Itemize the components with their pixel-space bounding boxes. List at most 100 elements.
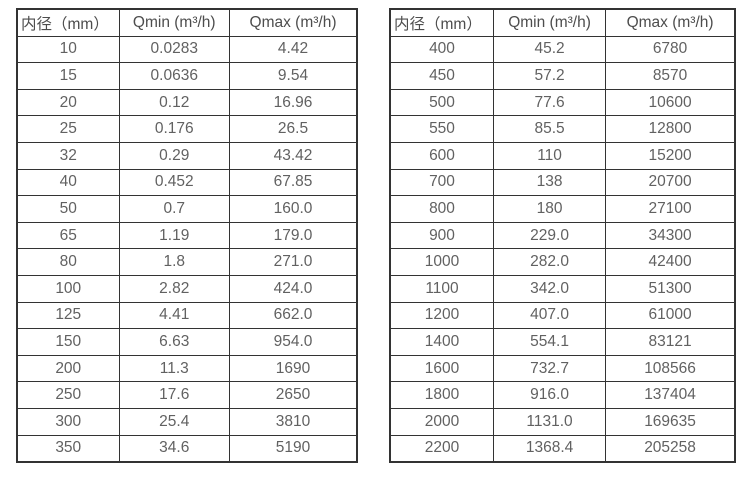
table-cell: 500: [389, 88, 494, 117]
table-cell: 5190: [229, 434, 358, 463]
table-cell: 160.0: [229, 195, 358, 223]
table-row: 20 0.12 16.96: [16, 88, 358, 117]
table-cell: 0.7: [118, 195, 230, 223]
table-cell: 8570: [605, 62, 736, 90]
table-row: 2000 1131.0 169635: [389, 407, 736, 436]
table-cell: 137404: [605, 381, 736, 409]
table-cell: 20700: [605, 168, 736, 197]
table-cell: 282.0: [492, 248, 607, 276]
header-row: 内径（mm） Qmin (m³/h) Qmax (m³/h): [389, 8, 736, 37]
table-cell: 11.3: [118, 354, 230, 383]
table-row: 80 1.8 271.0: [16, 248, 358, 276]
table-cell: 4.42: [229, 35, 358, 64]
table-cell: 900: [389, 221, 494, 250]
table-cell: 229.0: [492, 221, 607, 250]
table-cell: 77.6: [492, 88, 607, 117]
table-cell: 45.2: [492, 35, 607, 64]
table-cell: 80: [16, 248, 120, 276]
table-cell: 3810: [229, 407, 358, 436]
table-cell: 108566: [605, 354, 736, 383]
table-row: 900 229.0 34300: [389, 221, 736, 250]
table-cell: 51300: [605, 274, 736, 303]
table-cell: 1000: [389, 248, 494, 276]
column-header: Qmax (m³/h): [229, 8, 358, 37]
table-row: 50 0.7 160.0: [16, 195, 358, 223]
table-cell: 4.41: [118, 301, 230, 330]
table-row: 250 17.6 2650: [16, 381, 358, 409]
table-cell: 25.4: [118, 407, 230, 436]
table-cell: 15: [16, 62, 120, 90]
table-cell: 732.7: [492, 354, 607, 383]
tables-container: 内径（mm） Qmin (m³/h) Qmax (m³/h) 10 0.0283 4.4…: [16, 8, 750, 464]
table-cell: 1690: [229, 354, 358, 383]
table-cell: 150: [16, 328, 120, 356]
table-row: 550 85.5 12800: [389, 115, 736, 143]
table-cell: 65: [16, 221, 120, 250]
table-cell: 61000: [605, 301, 736, 330]
table-cell: 83121: [605, 328, 736, 356]
table-cell: 450: [389, 62, 494, 90]
table-cell: 0.176: [118, 115, 230, 143]
table-cell: 26.5: [229, 115, 358, 143]
table-cell: 1400: [389, 328, 494, 356]
table-cell: 2200: [389, 434, 494, 463]
table-cell: 1600: [389, 354, 494, 383]
table-row: 32 0.29 43.42: [16, 141, 358, 170]
table-cell: 0.29: [118, 141, 230, 170]
table-cell: 34.6: [118, 434, 230, 463]
table-row: 500 77.6 10600: [389, 88, 736, 117]
table-cell: 916.0: [492, 381, 607, 409]
table-cell: 169635: [605, 407, 736, 436]
table-cell: 180: [492, 195, 607, 223]
table-row: 25 0.176 26.5: [16, 115, 358, 143]
table-cell: 271.0: [229, 248, 358, 276]
table-cell: 205258: [605, 434, 736, 463]
table-row: 600 110 15200: [389, 141, 736, 170]
table-cell: 6.63: [118, 328, 230, 356]
table-cell: 342.0: [492, 274, 607, 303]
table-row: 1800 916.0 137404: [389, 381, 736, 409]
table-row: 65 1.19 179.0: [16, 221, 358, 250]
table-cell: 2.82: [118, 274, 230, 303]
table-cell: 1200: [389, 301, 494, 330]
table-cell: 0.0283: [118, 35, 230, 64]
table-row: 1600 732.7 108566: [389, 354, 736, 383]
table-cell: 27100: [605, 195, 736, 223]
table-cell: 550: [389, 115, 494, 143]
table-cell: 662.0: [229, 301, 358, 330]
table-cell: 407.0: [492, 301, 607, 330]
table-cell: 2650: [229, 381, 358, 409]
table-cell: 125: [16, 301, 120, 330]
table-cell: 100: [16, 274, 120, 303]
table-row: 800 180 27100: [389, 195, 736, 223]
table-cell: 57.2: [492, 62, 607, 90]
table-cell: 700: [389, 168, 494, 197]
table-cell: 350: [16, 434, 120, 463]
table-cell: 16.96: [229, 88, 358, 117]
table-row: 150 6.63 954.0: [16, 328, 358, 356]
table-cell: 600: [389, 141, 494, 170]
table-row: 15 0.0636 9.54: [16, 62, 358, 90]
table-cell: 6780: [605, 35, 736, 64]
table-row: 200 11.3 1690: [16, 354, 358, 383]
table-cell: 40: [16, 168, 120, 197]
table-cell: 1100: [389, 274, 494, 303]
table-cell: 10600: [605, 88, 736, 117]
column-header: 内径（mm）: [389, 8, 494, 37]
table-row: 300 25.4 3810: [16, 407, 358, 436]
table-cell: 34300: [605, 221, 736, 250]
table-cell: 9.54: [229, 62, 358, 90]
table-cell: 1800: [389, 381, 494, 409]
table-row: 1400 554.1 83121: [389, 328, 736, 356]
table-cell: 200: [16, 354, 120, 383]
table-cell: 42400: [605, 248, 736, 276]
table-row: 100 2.82 424.0: [16, 274, 358, 303]
table-cell: 10: [16, 35, 120, 64]
table-cell: 17.6: [118, 381, 230, 409]
flow-rate-table-small-diameters: 内径（mm） Qmin (m³/h) Qmax (m³/h) 10 0.0283 4.4…: [16, 8, 358, 464]
table-row: 125 4.41 662.0: [16, 301, 358, 330]
table-cell: 554.1: [492, 328, 607, 356]
table-row: 1100 342.0 51300: [389, 274, 736, 303]
table-cell: 2000: [389, 407, 494, 436]
